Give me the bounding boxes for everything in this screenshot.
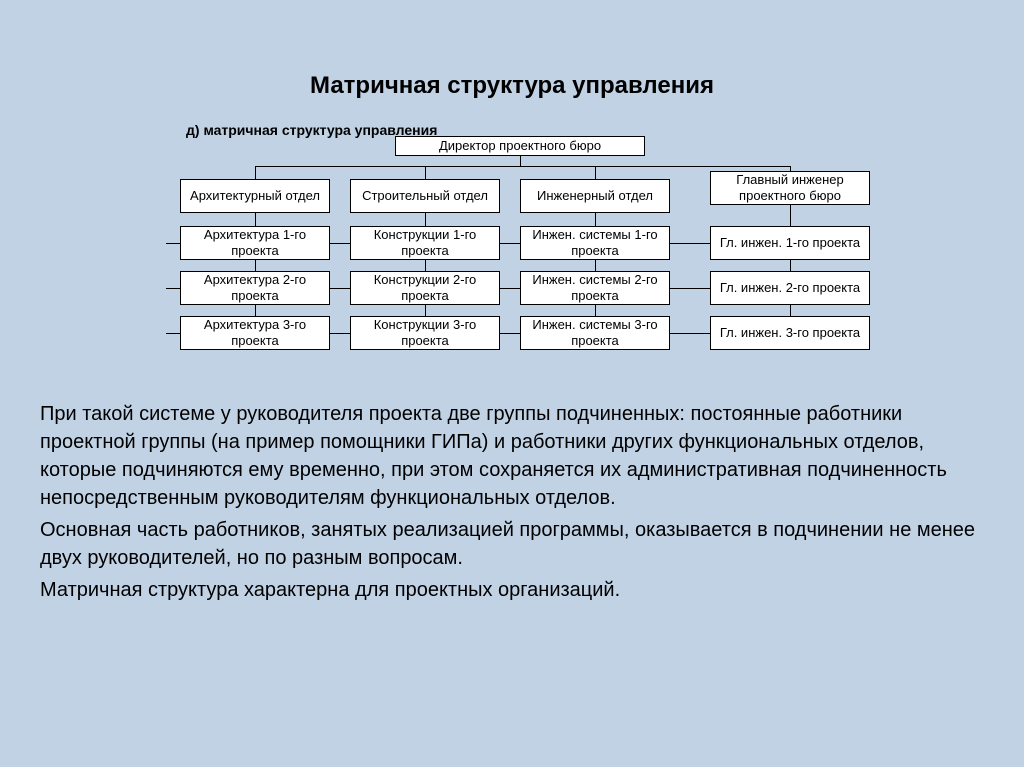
project-box-r2-c2: Инжен. системы 3-го проекта [520,316,670,350]
project-box-r0-c2: Инжен. системы 1-го проекта [520,226,670,260]
body-paragraph-1: Основная часть работников, занятых реали… [40,516,984,572]
body-text: При такой системе у руководителя проекта… [40,400,984,608]
project-box-r1-c1: Конструкции 2-го проекта [350,271,500,305]
project-box-r1-c0: Архитектура 2-го проекта [180,271,330,305]
connector-line [425,305,426,316]
connector-line [595,260,596,271]
connector-line [670,288,710,289]
project-box-r2-c1: Конструкции 3-го проекта [350,316,500,350]
connector-line [790,305,791,316]
connector-line [520,156,521,166]
chief-engineer-box: Главный инженер проектного бюро [710,171,870,205]
connector-line [790,166,791,171]
body-paragraph-0: При такой системе у руководителя проекта… [40,400,984,512]
connector-line [255,305,256,316]
connector-line [330,243,350,244]
director-box: Директор проектного бюро [395,136,645,156]
department-box-2: Инженерный отдел [520,179,670,213]
project-box-r0-c1: Конструкции 1-го проекта [350,226,500,260]
project-box-r1-c2: Инжен. системы 2-го проекта [520,271,670,305]
project-box-r2-c3: Гл. инжен. 3-го проекта [710,316,870,350]
department-box-1: Строительный отдел [350,179,500,213]
connector-line [255,213,256,226]
connector-line [255,166,790,167]
body-paragraph-2: Матричная структура характерна для проек… [40,576,984,604]
connector-line [790,260,791,271]
project-box-r2-c0: Архитектура 3-го проекта [180,316,330,350]
connector-line [425,166,426,179]
connector-line [425,213,426,226]
connector-line [595,213,596,226]
project-box-r0-c0: Архитектура 1-го проекта [180,226,330,260]
project-box-r1-c3: Гл. инжен. 2-го проекта [710,271,870,305]
org-chart: Директор проектного бюро Главный инженер … [170,136,890,366]
connector-line [500,288,520,289]
connector-line [500,333,520,334]
connector-line [166,243,180,244]
page-title: Матричная структура управления [0,0,1024,110]
connector-line [790,205,791,226]
connector-line [425,260,426,271]
connector-line [595,166,596,179]
connector-line [166,333,180,334]
connector-line [330,288,350,289]
department-box-0: Архитектурный отдел [180,179,330,213]
connector-line [670,333,710,334]
connector-line [330,333,350,334]
connector-line [255,166,256,179]
connector-line [500,243,520,244]
connector-line [595,305,596,316]
connector-line [670,243,710,244]
connector-line [166,288,180,289]
connector-line [255,260,256,271]
project-box-r0-c3: Гл. инжен. 1-го проекта [710,226,870,260]
